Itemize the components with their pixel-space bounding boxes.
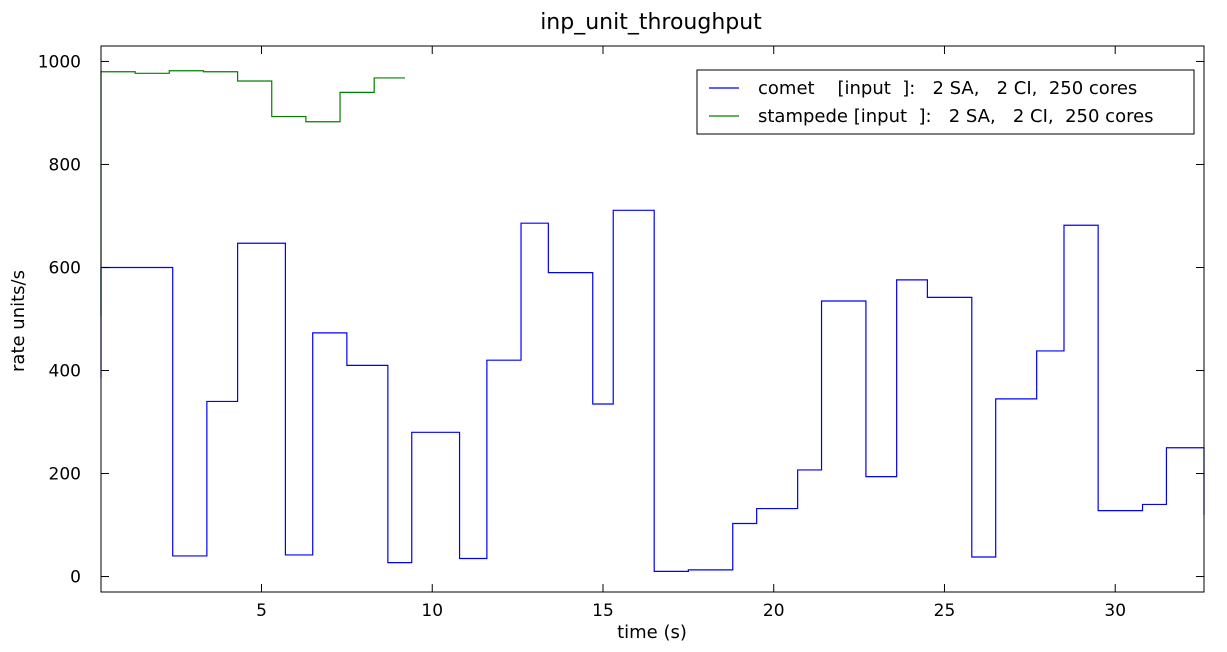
legend-label-1: stampede [input ]: 2 SA, 2 CI, 250 cores	[758, 106, 1154, 127]
legend-label-0: comet [input ]: 2 SA, 2 CI, 250 cores	[758, 78, 1137, 99]
legend: comet [input ]: 2 SA, 2 CI, 250 cores sta…	[696, 69, 1195, 135]
y-axis: 0 200 400 600 800 1000	[38, 52, 1204, 588]
x-axis-label: time (s)	[617, 622, 687, 643]
x-tick-label: 25	[934, 601, 956, 621]
y-tick-label: 800	[49, 155, 81, 175]
x-tick-label: 5	[256, 601, 267, 621]
y-tick-label: 0	[70, 568, 81, 588]
y-tick-label: 200	[49, 465, 81, 485]
x-tick-label: 15	[592, 601, 614, 621]
y-tick-label: 600	[49, 258, 81, 278]
plot-area	[100, 70, 1205, 572]
y-tick-label: 1000	[38, 52, 81, 72]
x-tick-label: 20	[763, 601, 785, 621]
y-axis-label: rate units/s	[8, 270, 29, 372]
x-axis: 5 10 15 20 25 30	[256, 46, 1126, 621]
series-line-0	[100, 209, 1205, 572]
legend-box	[696, 69, 1195, 135]
x-tick-label: 10	[421, 601, 443, 621]
plot-frame	[100, 45, 1205, 593]
series-line-1	[100, 70, 405, 317]
chart-title: inp_unit_throughput	[540, 10, 762, 35]
x-tick-label: 30	[1104, 601, 1126, 621]
y-tick-label: 400	[49, 362, 81, 382]
